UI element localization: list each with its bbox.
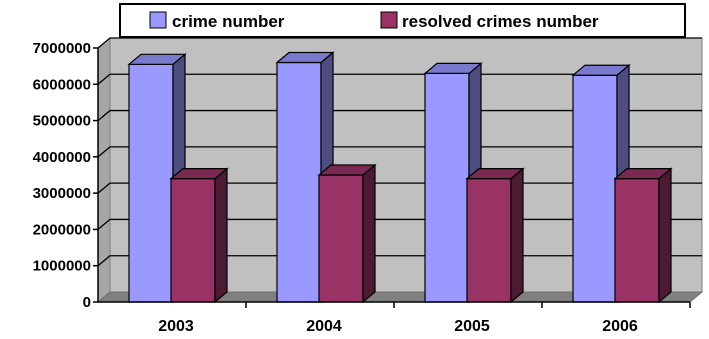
bar-resolved-crimes-number-2003: [169, 167, 229, 304]
legend-label-crime-number: crime number: [172, 12, 285, 31]
bar-front: [318, 174, 364, 303]
y-tick-label: 2000000: [33, 221, 91, 238]
legend-box: [119, 3, 686, 38]
y-tick-label: 3000000: [33, 185, 91, 202]
bar-side: [510, 167, 524, 304]
legend-swatch-resolved-crimes-number: [380, 11, 398, 29]
bar-front: [572, 74, 618, 303]
x-tick-label: 2005: [454, 318, 490, 335]
y-tick-label: 0: [83, 294, 91, 311]
bar-front: [424, 72, 470, 303]
bar-top: [169, 168, 229, 180]
bar-side: [214, 167, 228, 304]
bar-side: [658, 167, 672, 304]
y-tick-label: 1000000: [33, 258, 91, 275]
bar-front: [614, 178, 660, 303]
x-tick-label: 2003: [158, 318, 194, 335]
bar-front: [170, 178, 216, 303]
legend: crime number resolved crimes number: [119, 3, 686, 38]
bar-top: [275, 51, 335, 64]
y-tick-label: 5000000: [33, 113, 91, 130]
plot-side-wall: [97, 36, 111, 304]
bar-resolved-crimes-number-2005: [465, 167, 525, 304]
legend-swatch-crime-number: [149, 11, 167, 29]
bar-front: [128, 63, 174, 303]
y-tick-label: 7000000: [33, 40, 91, 57]
x-tick-label: 2006: [602, 318, 638, 335]
bar-top: [317, 164, 377, 176]
bar-top: [613, 168, 673, 180]
legend-label-resolved-crimes-number: resolved crimes number: [402, 12, 599, 31]
gridline: [97, 146, 702, 158]
y-tick-label: 6000000: [33, 76, 91, 93]
x-tick-label: 2004: [306, 318, 342, 335]
axes: 0 1000000 2000000 3000000 4000000 5000000 6000…: [33, 40, 691, 335]
gridline: [97, 73, 702, 85]
bar-top: [465, 168, 525, 180]
bar-top: [423, 62, 483, 75]
y-tick-label: 4000000: [33, 149, 91, 166]
bar-resolved-crimes-number-2006: [613, 167, 673, 304]
bars: [127, 51, 673, 304]
bar-top: [571, 64, 631, 76]
bar-front: [276, 61, 322, 303]
bar-front: [466, 178, 512, 303]
bar-resolved-crimes-number-2004: [317, 163, 377, 304]
gridline: [97, 109, 702, 122]
bar-side: [362, 163, 376, 304]
bar-top: [127, 53, 187, 65]
